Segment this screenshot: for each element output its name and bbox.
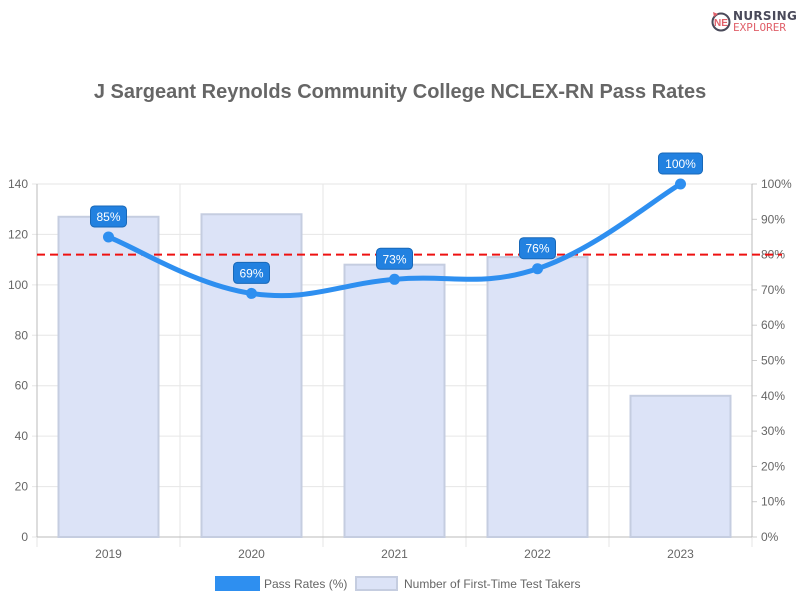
bar-2023 [629, 394, 732, 538]
logo-icon: NE [711, 12, 731, 32]
logo-text-top: NURSING [733, 9, 798, 23]
nursing-explorer-logo: NE NURSING EXPLORER [710, 9, 798, 34]
y-right-tick-label: 40% [761, 389, 785, 403]
legend-swatch-pass-rates [215, 576, 260, 591]
pass-rate-point-2021 [389, 273, 400, 285]
data-label: 73% [382, 252, 406, 266]
data-label-box [519, 237, 556, 260]
pass-rate-point-2022 [532, 263, 543, 275]
data-label: 85% [96, 210, 120, 224]
y-right-tick-label: 0% [761, 530, 779, 544]
bar-2020 [200, 213, 303, 538]
x-tick-label: 2020 [238, 547, 265, 561]
data-label: 100% [665, 157, 696, 171]
pass-rate-point-2020 [246, 287, 257, 299]
data-label: 76% [525, 242, 549, 256]
data-label-box [233, 261, 270, 284]
data-label-box [376, 247, 413, 270]
y-left-tick-label: 20 [15, 480, 29, 494]
y-right-tick-label: 100% [761, 177, 792, 191]
pass-rate-point-2023 [675, 178, 686, 190]
y-right-tick-label: 20% [761, 459, 785, 473]
logo-text-bottom: EXPLORER [733, 21, 786, 34]
y-right-tick-label: 60% [761, 318, 785, 332]
y-left-tick-label: 120 [8, 227, 28, 241]
y-right-tick-label: 70% [761, 283, 785, 297]
y-right-tick-label: 50% [761, 354, 785, 368]
y-left-tick-label: 100 [8, 278, 28, 292]
y-left-tick-label: 80 [15, 328, 29, 342]
data-label-box [90, 205, 127, 228]
legend-swatch-test-takers [355, 576, 398, 591]
legend-label-test-takers: Number of First-Time Test Takers [404, 577, 580, 591]
data-label: 69% [239, 266, 263, 280]
y-right-tick-label: 30% [761, 424, 785, 438]
y-right-tick-label: 90% [761, 212, 785, 226]
x-tick-label: 2021 [381, 547, 408, 561]
pass-rate-point-2019 [103, 231, 114, 243]
data-label-box [658, 152, 703, 175]
y-left-tick-label: 60 [15, 379, 29, 393]
x-tick-label: 2022 [524, 547, 551, 561]
y-right-tick-label: 80% [761, 248, 785, 262]
y-right-tick-label: 10% [761, 495, 785, 509]
bar-2021 [343, 263, 446, 538]
y-left-tick-label: 0 [21, 530, 28, 544]
bar-2019 [57, 215, 160, 538]
x-tick-label: 2019 [95, 547, 122, 561]
legend-label-pass-rates: Pass Rates (%) [264, 577, 347, 591]
x-tick-label: 2023 [667, 547, 694, 561]
bar-2022 [486, 256, 589, 538]
chart-title: J Sargeant Reynolds Community College NC… [93, 81, 707, 103]
svg-text:NE: NE [714, 18, 728, 29]
y-left-tick-label: 140 [8, 177, 28, 191]
y-left-tick-label: 40 [15, 429, 29, 443]
